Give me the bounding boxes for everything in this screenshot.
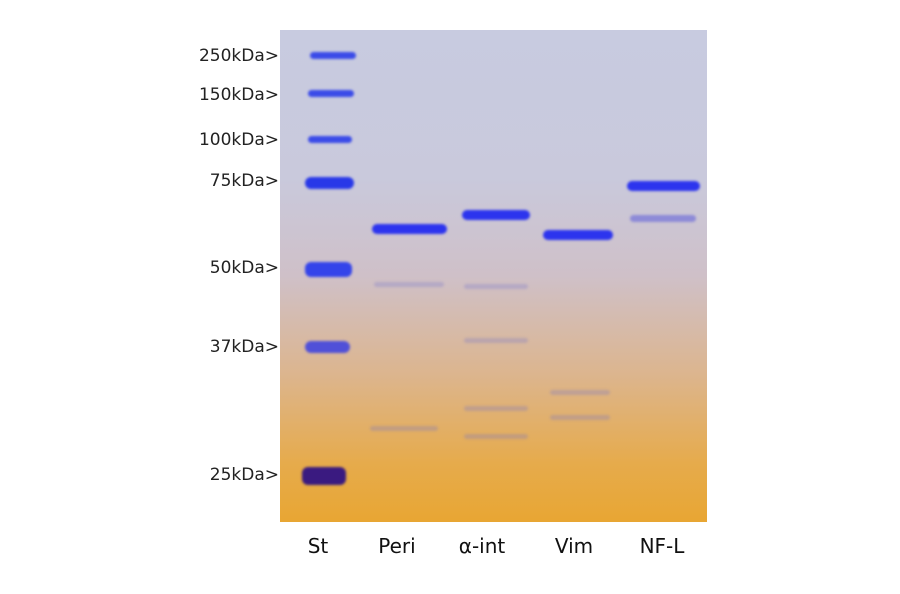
lane-label-alpha-int: α-int [458, 534, 506, 558]
nfl-band [627, 181, 700, 191]
vim-band [543, 230, 613, 240]
vim-minor-band [550, 415, 610, 420]
peri-band [372, 224, 447, 234]
ladder-band-250 [310, 52, 356, 59]
marker-label-50: 50kDa> [209, 258, 279, 278]
alpha-int-minor-band [464, 434, 528, 439]
ladder-band-75 [305, 177, 354, 189]
gel-image [280, 30, 707, 522]
alpha-int-minor-band [464, 406, 528, 411]
marker-label-100: 100kDa> [198, 130, 279, 150]
vim-minor-band [550, 390, 610, 395]
ladder-band-100 [308, 136, 352, 143]
ladder-band-37 [305, 341, 350, 353]
lane-label-vim: Vim [554, 534, 594, 558]
marker-label-75: 75kDa> [209, 171, 279, 191]
peri-minor-band [370, 426, 438, 431]
lane-label-st: St [307, 534, 329, 558]
alpha-int-minor-band [464, 284, 528, 289]
marker-label-250: 250kDa> [198, 46, 279, 66]
nfl-secondary-band [630, 215, 696, 222]
alpha-int-band [462, 210, 530, 220]
ladder-band-50 [305, 262, 352, 277]
marker-label-150: 150kDa> [198, 85, 279, 105]
peri-minor-band [374, 282, 444, 287]
marker-label-37: 37kDa> [209, 337, 279, 357]
ladder-band-25 [302, 467, 346, 485]
lane-label-peri: Peri [378, 534, 416, 558]
marker-label-25: 25kDa> [209, 465, 279, 485]
alpha-int-minor-band [464, 338, 528, 343]
ladder-band-150 [308, 90, 354, 97]
lane-label-nfl: NF-L [639, 534, 685, 558]
